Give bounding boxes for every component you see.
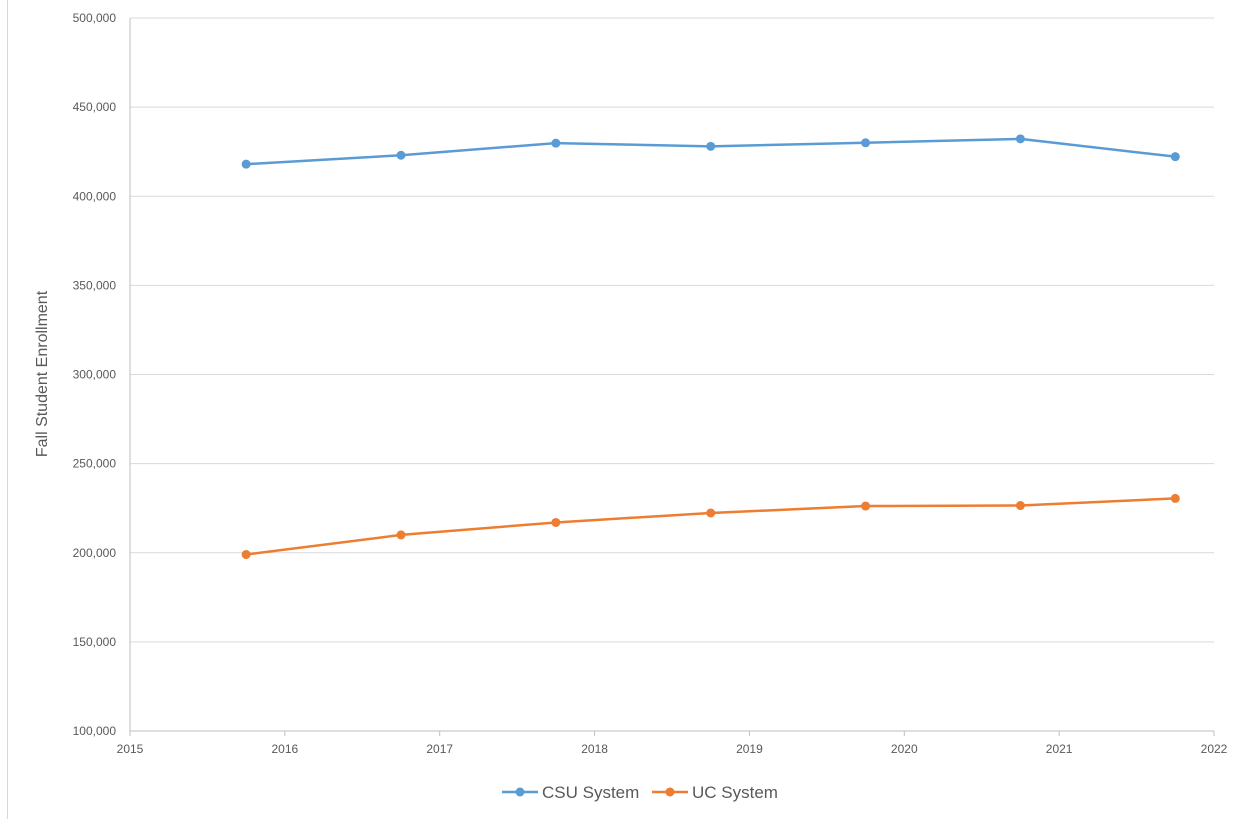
series-lines <box>241 134 1180 560</box>
y-tick-label: 400,000 <box>73 189 117 203</box>
uc-system-point <box>241 550 251 560</box>
uc-system-point <box>1015 501 1025 511</box>
x-tick-label: 2018 <box>581 742 608 756</box>
csu-system-point <box>551 138 561 148</box>
x-tick-label: 2016 <box>272 742 299 756</box>
x-tick-label: 2017 <box>426 742 453 756</box>
x-tick-label: 2021 <box>1046 742 1073 756</box>
uc-system-point <box>861 501 871 511</box>
legend-marker-csu-system <box>515 787 525 797</box>
y-tick-label: 300,000 <box>73 368 117 382</box>
x-tick-label: 2022 <box>1201 742 1228 756</box>
uc-system-point <box>396 530 406 540</box>
uc-system-point <box>1170 493 1180 503</box>
y-tick-label: 100,000 <box>73 724 117 738</box>
legend: CSU System UC System <box>502 783 778 802</box>
y-tick-label: 450,000 <box>73 100 117 114</box>
x-tick-label: 2019 <box>736 742 763 756</box>
legend-marker-uc-system <box>665 787 675 797</box>
y-tick-label: 250,000 <box>73 457 117 471</box>
gridlines <box>129 17 1214 732</box>
csu-system-point <box>241 159 251 169</box>
csu-system-point <box>396 150 406 160</box>
y-axis-label: Fall Student Enrollment <box>34 290 51 457</box>
uc-system-point <box>551 517 561 527</box>
uc-system-line <box>245 497 1176 556</box>
x-axis-ticks: 2015 2016 2017 2018 2019 2020 2021 2022 <box>117 731 1228 756</box>
csu-system-point <box>1015 134 1025 144</box>
y-tick-label: 200,000 <box>73 546 117 560</box>
y-axis-ticks: 100,000 150,000 200,000 250,000 300,000 350,0… <box>73 11 117 738</box>
legend-label-uc-system: UC System <box>692 783 778 802</box>
x-tick-label: 2015 <box>117 742 144 756</box>
csu-system-point <box>861 138 871 148</box>
y-tick-label: 500,000 <box>73 11 117 25</box>
x-tick-label: 2020 <box>891 742 918 756</box>
y-tick-label: 150,000 <box>73 635 117 649</box>
chart-border <box>7 0 8 819</box>
csu-system-point <box>706 141 716 151</box>
y-tick-label: 350,000 <box>73 278 117 292</box>
csu-system-point <box>1170 152 1180 162</box>
legend-label-csu-system: CSU System <box>542 783 639 802</box>
uc-system-point <box>706 508 716 518</box>
